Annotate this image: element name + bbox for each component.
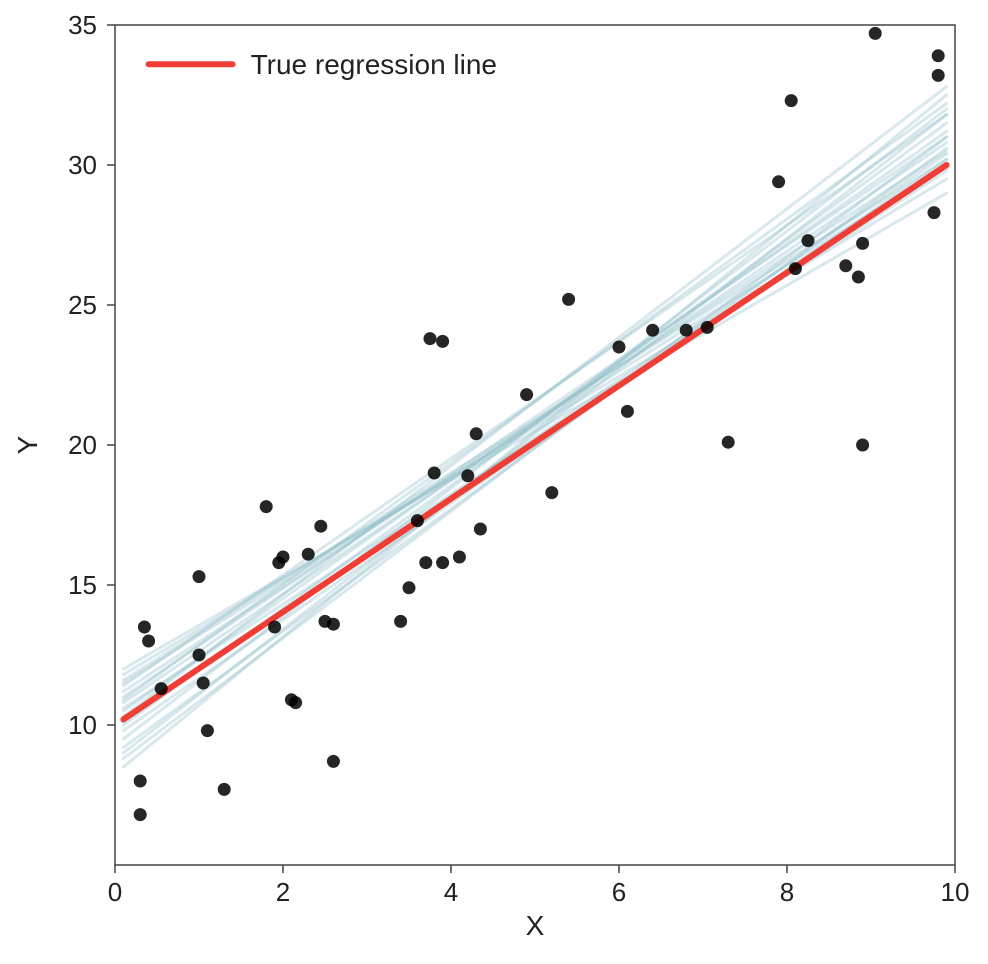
x-tick-label: 10	[941, 877, 970, 907]
scatter-point	[701, 321, 714, 334]
scatter-point	[193, 570, 206, 583]
scatter-point	[852, 271, 865, 284]
regression-chart: 0 2 4 6 8 10 10 15 20 25 30 35 X Y True regression lin…	[0, 0, 988, 964]
scatter-point	[932, 49, 945, 62]
x-tick-label: 4	[444, 877, 458, 907]
scatter-point	[138, 621, 151, 634]
scatter-point	[562, 293, 575, 306]
x-tick-label: 2	[276, 877, 290, 907]
scatter-point	[856, 439, 869, 452]
scatter-point	[428, 467, 441, 480]
x-tick-label: 8	[780, 877, 794, 907]
scatter-point	[302, 548, 315, 561]
scatter-point	[461, 469, 474, 482]
scatter-point	[839, 259, 852, 272]
scatter-point	[613, 341, 626, 354]
scatter-point	[268, 621, 281, 634]
x-tick-label: 0	[108, 877, 122, 907]
legend-label: True regression line	[251, 49, 497, 80]
scatter-point	[411, 514, 424, 527]
scatter-point	[260, 500, 273, 513]
scatter-point	[193, 649, 206, 662]
scatter-point	[545, 486, 558, 499]
scatter-point	[453, 551, 466, 564]
y-tick-label: 30	[68, 150, 97, 180]
scatter-point	[869, 27, 882, 40]
scatter-point	[722, 436, 735, 449]
scatter-point	[932, 69, 945, 82]
scatter-point	[785, 94, 798, 107]
scatter-point	[802, 234, 815, 247]
scatter-point	[403, 581, 416, 594]
scatter-point	[520, 388, 533, 401]
scatter-point	[289, 696, 302, 709]
scatter-point	[436, 556, 449, 569]
scatter-point	[277, 551, 290, 564]
y-tick-label: 20	[68, 430, 97, 460]
scatter-point	[134, 775, 147, 788]
scatter-point	[424, 332, 437, 345]
y-tick-label: 25	[68, 290, 97, 320]
scatter-point	[314, 520, 327, 533]
scatter-point	[474, 523, 487, 536]
scatter-point	[436, 335, 449, 348]
scatter-point	[470, 427, 483, 440]
scatter-point	[327, 755, 340, 768]
scatter-point	[327, 618, 340, 631]
chart-svg: 0 2 4 6 8 10 10 15 20 25 30 35 X Y True regression lin…	[0, 0, 988, 964]
scatter-point	[142, 635, 155, 648]
y-axis-label: Y	[12, 435, 43, 454]
scatter-point	[789, 262, 802, 275]
y-tick-label: 15	[68, 570, 97, 600]
scatter-point	[928, 206, 941, 219]
scatter-point	[155, 682, 168, 695]
y-tick-label: 10	[68, 710, 97, 740]
scatter-point	[201, 724, 214, 737]
scatter-point	[419, 556, 432, 569]
scatter-point	[218, 783, 231, 796]
scatter-point	[134, 808, 147, 821]
x-tick-label: 6	[612, 877, 626, 907]
scatter-point	[394, 615, 407, 628]
scatter-point	[621, 405, 634, 418]
scatter-point	[680, 324, 693, 337]
scatter-point	[856, 237, 869, 250]
scatter-point	[772, 175, 785, 188]
x-axis-label: X	[526, 910, 545, 941]
scatter-point	[646, 324, 659, 337]
y-tick-label: 35	[68, 10, 97, 40]
scatter-point	[197, 677, 210, 690]
